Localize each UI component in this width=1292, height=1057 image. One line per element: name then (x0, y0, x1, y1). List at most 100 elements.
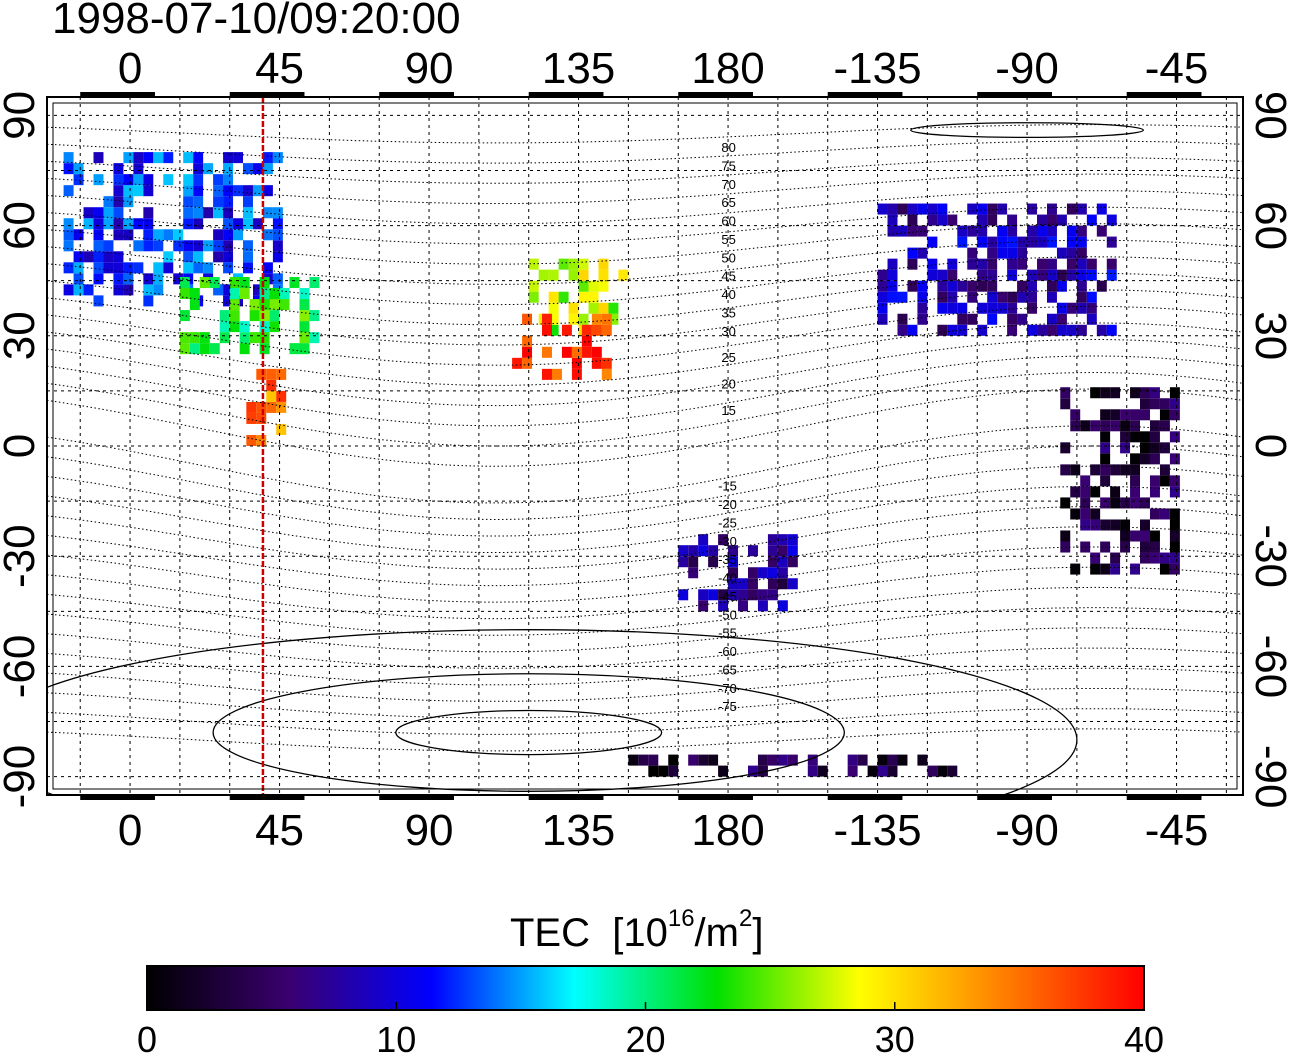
tec-cell (223, 152, 234, 164)
contour-line (47, 485, 1243, 553)
tec-cell (143, 273, 154, 285)
tec-cell (747, 545, 758, 557)
contour-label: 15 (721, 403, 735, 418)
contour-label: -15 (718, 479, 737, 494)
tec-cell (1140, 497, 1150, 509)
tec-cell (1159, 475, 1170, 487)
tec-cell (239, 321, 250, 333)
contour-label: 20 (721, 377, 735, 392)
tec-cell (1076, 247, 1087, 259)
contour-line (47, 124, 1243, 144)
tec-cell (618, 269, 629, 281)
tec-cell (1017, 247, 1028, 259)
tec-cell (179, 277, 190, 289)
tec-cell (1159, 552, 1170, 564)
tec-cell (1169, 530, 1180, 542)
tec-cell (1159, 420, 1170, 432)
tec-cell (977, 214, 988, 226)
tec-cell (1149, 508, 1160, 520)
tec-cell (718, 765, 729, 777)
tec-cell (548, 302, 559, 314)
lon-tick-bottom: -90 (995, 806, 1059, 855)
tec-cell (269, 310, 280, 322)
tec-cell (143, 174, 154, 186)
lon-tick-bottom: -45 (1145, 806, 1209, 855)
tec-cell (1159, 398, 1170, 410)
tec-cell (688, 754, 699, 766)
tec-cell (309, 332, 320, 344)
lon-tick-top: -45 (1145, 44, 1209, 93)
tec-cell (1149, 475, 1160, 487)
colorbar-tick-label: 0 (137, 1019, 157, 1057)
tec-cell (1140, 387, 1150, 399)
tec-cell (153, 284, 164, 296)
tec-cell (897, 203, 908, 215)
tec-cell (937, 203, 948, 215)
lon-tick-top: 90 (405, 44, 454, 93)
tec-cell (113, 196, 124, 208)
tec-cell (1110, 409, 1121, 421)
tec-cell (143, 185, 154, 197)
tec-cell (1120, 409, 1131, 421)
tec-cell (1046, 313, 1057, 325)
tec-cell (1046, 269, 1057, 281)
tec-cell (1027, 225, 1038, 237)
tec-cell (1169, 431, 1180, 443)
tec-cell (1169, 541, 1180, 553)
tec-cell (213, 251, 224, 263)
tec-cell (558, 291, 569, 303)
tec-cell (246, 434, 257, 446)
tec-cell (967, 203, 978, 215)
contour-line (47, 688, 1243, 719)
tec-cell (728, 578, 739, 590)
tec-cell (738, 578, 748, 590)
tec-cell (173, 240, 184, 252)
tec-cell (1169, 409, 1180, 421)
tec-cell (558, 258, 569, 270)
tec-cell (907, 280, 918, 292)
tec-cell (548, 269, 559, 281)
tec-cell (259, 310, 270, 322)
tec-cell (276, 401, 287, 413)
contour-label: 55 (721, 232, 735, 247)
tec-cell (1169, 453, 1180, 465)
contour-label: 45 (721, 269, 735, 284)
tec-cell (63, 185, 74, 197)
tec-cell (1130, 387, 1141, 399)
tec-region (628, 754, 958, 777)
tec-cell (568, 269, 579, 281)
tec-cell (239, 343, 250, 355)
tec-cell (728, 567, 739, 579)
tec-cell (1027, 291, 1038, 303)
tec-cell (1027, 280, 1038, 292)
tec-cell (568, 258, 579, 270)
tec-cell (728, 556, 739, 568)
tec-cell (1106, 258, 1117, 270)
tec-cell (1110, 497, 1121, 509)
tec-cell (193, 196, 204, 208)
tec-cell (1130, 409, 1141, 421)
contour-line (47, 322, 1243, 386)
tec-cell (113, 229, 124, 241)
tec-cell (877, 291, 888, 303)
tec-cell (1159, 508, 1170, 520)
tec-cell (1027, 203, 1038, 215)
tec-cell (967, 313, 978, 325)
tec-cell (213, 284, 224, 296)
tec-cell (262, 185, 273, 197)
tec-cell (243, 251, 253, 263)
tec-cell (987, 214, 998, 226)
tec-cell (163, 152, 174, 164)
tec-cell (189, 332, 200, 344)
tec-cell (1086, 313, 1097, 325)
tec-cell (548, 291, 559, 303)
tec-cell (73, 262, 84, 274)
lat-tick-left: 90 (0, 91, 44, 140)
contour-label: 65 (721, 195, 735, 210)
tec-cell (272, 207, 283, 219)
tec-cell (133, 218, 144, 230)
tec-cell (113, 207, 124, 219)
tec-cell (787, 545, 798, 557)
tec-cell (213, 229, 224, 241)
tec-cell (1120, 530, 1131, 542)
